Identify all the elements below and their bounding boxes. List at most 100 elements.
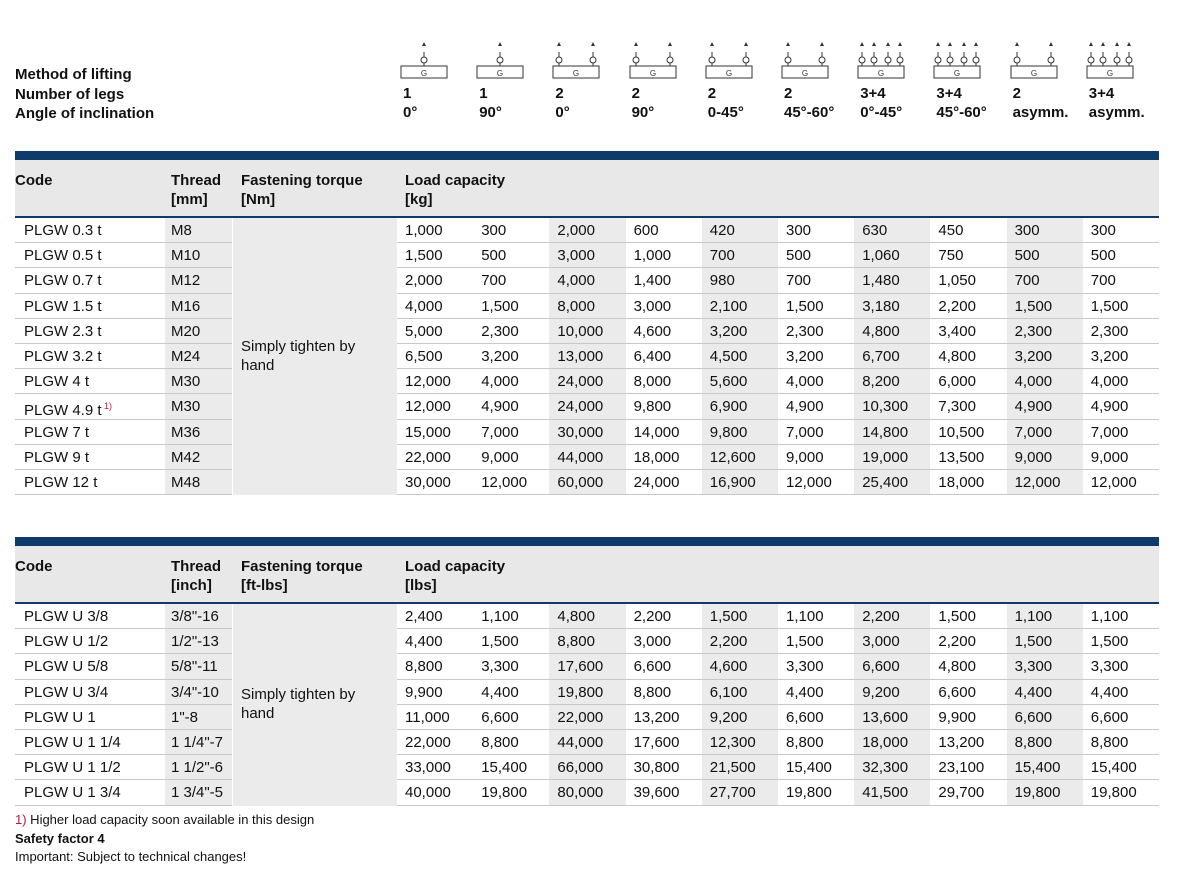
icon-part bbox=[742, 56, 750, 64]
load: 25,400 bbox=[862, 474, 909, 491]
icon-part bbox=[1048, 42, 1053, 46]
code: PLGW U 1 bbox=[24, 708, 96, 726]
thread: 5/8"-11 bbox=[171, 658, 218, 676]
load: 2,200 bbox=[633, 608, 672, 625]
icon-part bbox=[705, 65, 753, 79]
load: 14,800 bbox=[862, 423, 909, 441]
icon-part bbox=[743, 42, 748, 46]
row-rule bbox=[15, 628, 232, 630]
load: 8,200 bbox=[862, 373, 900, 391]
icon-label: G bbox=[1030, 69, 1036, 78]
code: PLGW U 1 1/4 bbox=[24, 734, 121, 751]
load: 300 bbox=[786, 222, 812, 239]
load: 9,000 bbox=[786, 448, 824, 466]
thread: M30 bbox=[171, 398, 201, 416]
load: 18,000 bbox=[633, 448, 680, 466]
icon-label: G bbox=[878, 69, 884, 78]
load: 10,000 bbox=[557, 322, 604, 340]
load: 4,400 bbox=[786, 683, 824, 701]
icon-part bbox=[872, 42, 877, 46]
load: 4,000 bbox=[557, 272, 595, 290]
load: 6,600 bbox=[1014, 708, 1053, 726]
col-shade bbox=[701, 218, 778, 496]
load: 700 bbox=[1014, 272, 1040, 290]
load: 44,000 bbox=[557, 734, 604, 751]
row-rule bbox=[397, 317, 1159, 319]
icon-part bbox=[786, 42, 790, 46]
icon-part bbox=[948, 42, 953, 46]
code: PLGW U 1 3/4 bbox=[24, 784, 121, 802]
load: 4,800 bbox=[938, 348, 976, 365]
header-label: Angle of inclination bbox=[15, 105, 155, 122]
load: 14,000 bbox=[633, 423, 680, 441]
col-divider bbox=[232, 218, 233, 496]
load: 4,000 bbox=[481, 373, 519, 391]
angle: 90° bbox=[479, 104, 502, 121]
load: 4,400 bbox=[405, 633, 443, 651]
load: 700 bbox=[1090, 272, 1116, 290]
row-rule bbox=[15, 317, 232, 319]
col-divider bbox=[232, 604, 233, 806]
thread: M36 bbox=[171, 423, 201, 441]
row-rule bbox=[397, 292, 1159, 294]
load: 4,900 bbox=[786, 398, 824, 416]
row-rule bbox=[397, 804, 1159, 806]
icon-part bbox=[496, 56, 504, 64]
load: 19,800 bbox=[1014, 784, 1061, 802]
load: 29,700 bbox=[938, 784, 985, 802]
load: 500 bbox=[1090, 247, 1116, 265]
load: 6,900 bbox=[709, 398, 748, 416]
load: 6,600 bbox=[1090, 708, 1129, 726]
load: 4,600 bbox=[709, 658, 748, 676]
icon-part bbox=[1013, 56, 1021, 64]
load: 30,800 bbox=[633, 759, 680, 777]
load: 24,000 bbox=[633, 474, 680, 491]
load: 27,700 bbox=[709, 784, 756, 802]
column-title: Thread bbox=[171, 558, 222, 575]
load: 12,000 bbox=[405, 398, 451, 416]
load: 6,500 bbox=[405, 348, 443, 365]
row-rule bbox=[397, 628, 1159, 630]
load: 2,300 bbox=[1090, 322, 1129, 340]
icon-label: G bbox=[649, 69, 655, 78]
load: 2,000 bbox=[405, 272, 443, 290]
load: 4,600 bbox=[633, 322, 672, 340]
load: 19,800 bbox=[1090, 784, 1137, 802]
icon-part bbox=[591, 42, 596, 46]
load: 9,200 bbox=[709, 708, 748, 726]
load: 15,400 bbox=[1090, 759, 1137, 777]
load: 3,180 bbox=[862, 297, 900, 315]
load: 8,800 bbox=[405, 658, 443, 676]
load: 2,200 bbox=[709, 633, 748, 651]
load: 13,000 bbox=[557, 348, 604, 365]
load: 3,200 bbox=[1090, 348, 1129, 365]
icon-part bbox=[589, 56, 597, 64]
col-shade bbox=[549, 218, 626, 496]
icon-label: G bbox=[497, 69, 503, 78]
load: 22,000 bbox=[405, 448, 451, 466]
load: 4,900 bbox=[481, 398, 519, 416]
icon-part bbox=[1047, 56, 1055, 64]
column-title: Load capacity bbox=[405, 172, 506, 189]
load: 32,300 bbox=[862, 759, 909, 777]
load: 420 bbox=[709, 222, 735, 239]
load: 30,000 bbox=[557, 423, 604, 441]
thread: 1/2"-13 bbox=[171, 633, 219, 651]
load: 300 bbox=[1090, 222, 1116, 239]
load: 3,300 bbox=[1014, 658, 1053, 676]
load: 19,800 bbox=[557, 683, 604, 701]
load: 8,800 bbox=[786, 734, 824, 751]
load: 1,100 bbox=[1090, 608, 1129, 625]
load: 600 bbox=[633, 222, 659, 239]
load: 4,000 bbox=[786, 373, 824, 391]
load: 24,000 bbox=[557, 373, 604, 391]
load: 16,900 bbox=[709, 474, 756, 491]
load: 8,000 bbox=[633, 373, 672, 391]
row-rule bbox=[15, 242, 232, 244]
load: 9,800 bbox=[709, 423, 748, 441]
header-label: Number of legs bbox=[15, 85, 125, 103]
load: 1,500 bbox=[1090, 633, 1129, 651]
icon-part bbox=[1114, 42, 1119, 46]
load: 33,000 bbox=[405, 759, 451, 777]
load: 3,200 bbox=[786, 348, 824, 365]
